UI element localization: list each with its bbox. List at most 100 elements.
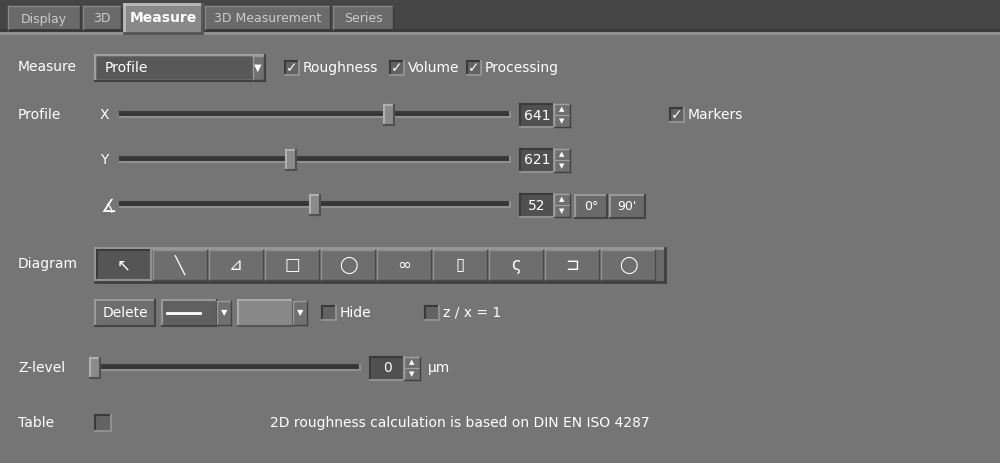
- Bar: [384, 105, 394, 125]
- Text: 90': 90': [617, 200, 637, 213]
- Bar: [90, 358, 100, 378]
- Bar: [286, 150, 296, 170]
- Text: Profile: Profile: [18, 108, 61, 122]
- Text: Measure: Measure: [18, 60, 77, 74]
- Bar: [97, 250, 151, 280]
- Bar: [209, 250, 263, 280]
- Text: ▼: ▼: [409, 371, 415, 377]
- Text: ◯: ◯: [339, 256, 357, 274]
- Bar: [520, 194, 554, 217]
- Bar: [670, 108, 684, 122]
- Bar: [153, 250, 207, 280]
- Text: ↖: ↖: [117, 256, 131, 274]
- Text: Volume: Volume: [408, 61, 460, 75]
- Text: Markers: Markers: [688, 108, 743, 122]
- Bar: [554, 194, 570, 205]
- Bar: [120, 157, 510, 162]
- Bar: [238, 300, 293, 326]
- Bar: [575, 195, 607, 218]
- Bar: [520, 104, 554, 127]
- Bar: [433, 250, 487, 280]
- Text: ✓: ✓: [286, 61, 298, 75]
- Text: ▼: ▼: [559, 163, 565, 169]
- Text: Diagram: Diagram: [18, 257, 78, 271]
- Bar: [0, 29, 1000, 32]
- Text: ▲: ▲: [559, 196, 565, 202]
- Text: 2D roughness calculation is based on DIN EN ISO 4287: 2D roughness calculation is based on DIN…: [270, 416, 650, 430]
- Bar: [489, 250, 543, 280]
- Bar: [285, 61, 299, 75]
- Text: 0°: 0°: [584, 200, 598, 213]
- Bar: [120, 112, 510, 117]
- Text: Processing: Processing: [485, 61, 559, 75]
- Bar: [0, 0, 1000, 30]
- Bar: [95, 365, 360, 370]
- Text: ∞: ∞: [397, 256, 411, 274]
- Bar: [554, 205, 570, 217]
- Text: 641: 641: [524, 108, 550, 123]
- Text: ς: ς: [511, 256, 521, 274]
- Text: X: X: [100, 108, 110, 122]
- Text: Hide: Hide: [340, 306, 372, 320]
- Bar: [601, 250, 655, 280]
- Bar: [404, 357, 420, 368]
- Text: ◯: ◯: [619, 256, 637, 274]
- Text: □: □: [284, 256, 300, 274]
- Bar: [554, 160, 570, 172]
- Bar: [253, 56, 264, 80]
- Bar: [333, 6, 393, 30]
- Bar: [8, 6, 80, 30]
- Text: ▲: ▲: [559, 106, 565, 112]
- Bar: [321, 250, 375, 280]
- Text: Roughness: Roughness: [303, 61, 378, 75]
- Text: Z-level: Z-level: [18, 361, 65, 375]
- Text: Series: Series: [344, 13, 382, 25]
- Text: 52: 52: [528, 199, 546, 213]
- Text: Measure: Measure: [129, 11, 197, 25]
- Bar: [217, 301, 231, 325]
- Text: Table: Table: [18, 416, 54, 430]
- Text: ▲: ▲: [559, 151, 565, 157]
- Text: ∡: ∡: [100, 198, 116, 216]
- Text: ✓: ✓: [671, 108, 683, 122]
- Text: ▼: ▼: [221, 308, 227, 318]
- Bar: [95, 415, 111, 431]
- Bar: [83, 6, 121, 30]
- Bar: [554, 115, 570, 127]
- Text: Delete: Delete: [102, 306, 148, 320]
- Text: z / x = 1: z / x = 1: [443, 306, 501, 320]
- Text: Display: Display: [21, 13, 67, 25]
- Bar: [322, 306, 336, 320]
- Text: ▼: ▼: [254, 63, 262, 73]
- Text: 3D: 3D: [93, 13, 111, 25]
- Bar: [554, 149, 570, 160]
- Text: ▼: ▼: [297, 308, 303, 318]
- Text: μm: μm: [428, 361, 450, 375]
- Bar: [554, 104, 570, 115]
- Bar: [293, 301, 307, 325]
- Text: ╲: ╲: [175, 255, 185, 275]
- Text: Y: Y: [100, 153, 108, 167]
- Text: ▯: ▯: [455, 256, 465, 274]
- Text: ▼: ▼: [559, 208, 565, 214]
- Text: ⊐: ⊐: [565, 256, 579, 274]
- Text: ⊿: ⊿: [229, 256, 243, 274]
- Text: 3D Measurement: 3D Measurement: [214, 13, 321, 25]
- Text: 621: 621: [524, 154, 550, 168]
- Bar: [95, 55, 265, 81]
- Bar: [120, 202, 510, 207]
- Bar: [404, 368, 420, 380]
- Bar: [390, 61, 404, 75]
- Bar: [610, 195, 645, 218]
- Bar: [310, 195, 320, 215]
- Bar: [377, 250, 431, 280]
- Text: ▼: ▼: [559, 118, 565, 124]
- Text: Profile: Profile: [105, 61, 148, 75]
- Bar: [467, 61, 481, 75]
- Bar: [0, 32, 1000, 35]
- Text: ▲: ▲: [409, 359, 415, 365]
- Bar: [124, 4, 202, 33]
- Text: ✓: ✓: [391, 61, 403, 75]
- Bar: [95, 300, 155, 326]
- Bar: [520, 149, 554, 172]
